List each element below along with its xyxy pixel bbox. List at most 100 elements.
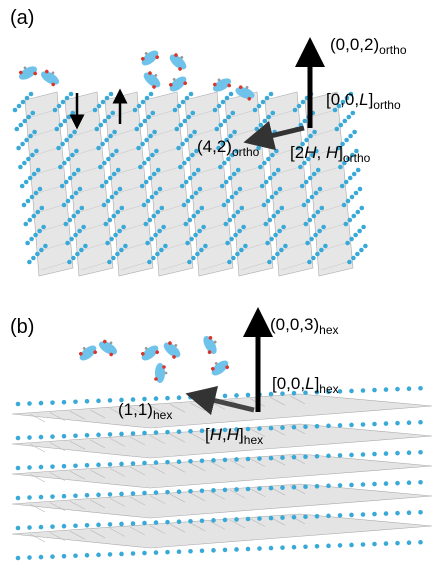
atom: [140, 142, 145, 147]
atom: [257, 546, 262, 551]
atom: [186, 157, 191, 162]
atom: [18, 165, 23, 170]
atom: [350, 195, 355, 200]
atom: [359, 248, 364, 253]
atom: [274, 149, 279, 154]
atom: [23, 119, 28, 124]
atom: [140, 184, 145, 189]
atom: [224, 180, 229, 185]
atom: [27, 401, 32, 406]
atom: [32, 214, 37, 219]
atom: [80, 206, 85, 211]
atom: [135, 127, 140, 132]
atom: [196, 168, 201, 173]
atom: [107, 115, 112, 120]
atom: [39, 435, 44, 440]
atom: [144, 180, 149, 185]
atom-o: [154, 377, 158, 381]
atom: [39, 465, 44, 470]
atom: [223, 394, 228, 399]
atom: [72, 214, 77, 219]
atom-o: [162, 365, 166, 369]
atom: [343, 119, 348, 124]
atom: [356, 210, 361, 215]
atom: [320, 206, 325, 211]
atom: [269, 486, 274, 491]
atom: [68, 134, 73, 139]
atom: [62, 494, 67, 499]
atom: [107, 260, 112, 265]
atom: [264, 222, 269, 227]
atom: [303, 454, 308, 459]
label-part: L: [359, 90, 368, 109]
atom: [240, 206, 245, 211]
label-part: H: [326, 143, 339, 162]
atom: [21, 100, 26, 105]
atom: [223, 518, 228, 523]
atom: [315, 252, 320, 257]
atom: [280, 206, 285, 211]
atom: [188, 395, 193, 400]
atom: [156, 168, 161, 173]
atom: [27, 260, 32, 265]
atom: [131, 431, 136, 436]
atom: [59, 123, 64, 128]
atom: [118, 187, 123, 192]
atom: [66, 157, 71, 162]
atom: [188, 134, 193, 139]
atom: [16, 556, 21, 561]
molecule: [167, 50, 191, 73]
atom: [200, 459, 205, 464]
atom: [231, 111, 236, 116]
atom: [265, 96, 270, 101]
atom: [309, 237, 314, 242]
atom: [96, 399, 101, 404]
atom: [315, 544, 320, 549]
atom: [108, 398, 113, 403]
atom: [93, 108, 98, 113]
label-part: L: [305, 374, 314, 393]
atom: [116, 168, 121, 173]
atom: [342, 203, 347, 208]
atom: [64, 222, 69, 227]
atom: [271, 256, 276, 261]
label-part: ,: [316, 143, 325, 162]
atom: [372, 388, 377, 393]
atom: [73, 233, 78, 238]
atom: [222, 161, 227, 166]
atom: [221, 100, 226, 105]
atom: [257, 104, 262, 109]
atom: [349, 237, 354, 242]
atom: [280, 485, 285, 490]
atom: [338, 483, 343, 488]
atom: [303, 484, 308, 489]
atom: [145, 241, 150, 246]
atom: [152, 130, 157, 135]
atom: [300, 184, 305, 189]
atom: [353, 233, 358, 238]
label: (0,0,2)ortho: [330, 35, 407, 57]
atom: [267, 115, 272, 120]
atom: [361, 225, 366, 230]
atom: [163, 244, 168, 249]
atom: [78, 187, 83, 192]
atom: [191, 111, 196, 116]
atom: [269, 456, 274, 461]
atom: [16, 526, 21, 531]
atom: [142, 461, 147, 466]
label-part: hex: [319, 382, 338, 396]
atom: [308, 176, 313, 181]
atom: [372, 512, 377, 517]
atom: [131, 521, 136, 526]
atom: [95, 127, 100, 132]
atom: [188, 489, 193, 494]
atom: [85, 493, 90, 498]
atom: [25, 241, 30, 246]
atom: [50, 400, 55, 405]
atom: [137, 104, 142, 109]
atom: [119, 552, 124, 557]
molecule: [200, 333, 221, 357]
atom: [177, 489, 182, 494]
atom: [363, 244, 368, 249]
atom: [50, 494, 55, 499]
